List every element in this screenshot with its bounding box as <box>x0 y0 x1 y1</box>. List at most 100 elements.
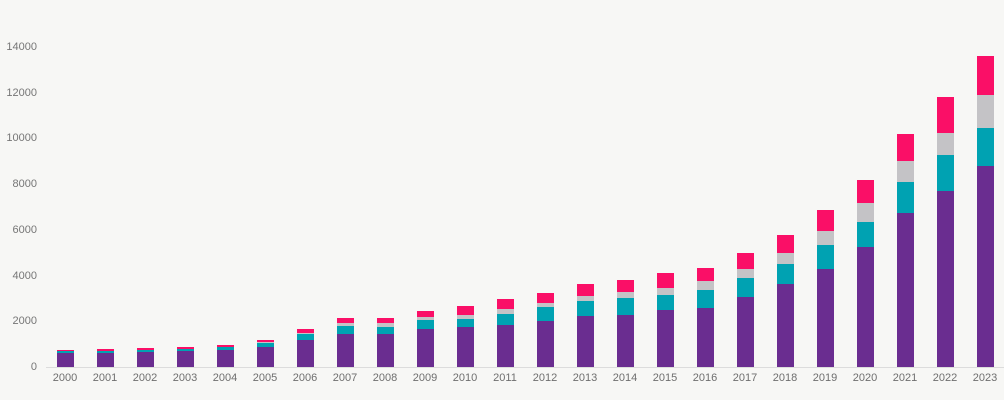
bar-2006-segment-gray <box>296 333 314 335</box>
bar-2010-segment-purple <box>456 327 474 367</box>
bar-2005-segment-teal <box>256 343 274 348</box>
bar-2023-segment-pink <box>976 55 994 96</box>
bar-2014-segment-purple <box>616 314 634 367</box>
y-axis-tick-label-2000: 2000 <box>12 315 37 328</box>
x-axis-tick-label-2010: 2010 <box>452 372 478 384</box>
bar-2002 <box>136 348 154 367</box>
bar-2001-segment-purple <box>96 352 114 367</box>
y-axis-tick-label-0: 0 <box>30 361 37 373</box>
bar-2007-segment-purple <box>336 333 354 367</box>
bar-2023-segment-teal <box>976 127 994 167</box>
x-axis-tick-label-2014: 2014 <box>612 372 638 384</box>
bar-2000-segment-gray <box>56 350 74 352</box>
x-axis-tick-label-2023: 2023 <box>972 372 998 384</box>
bar-2008-segment-gray <box>376 323 394 328</box>
y-axis-tick-label-14000: 14000 <box>6 41 37 53</box>
x-axis-tick-label-2003: 2003 <box>172 372 198 384</box>
plot-area <box>46 47 1004 368</box>
bar-2006 <box>296 329 314 367</box>
bar-2004-segment-gray <box>216 346 234 348</box>
bar-2016-segment-teal <box>696 290 714 309</box>
bar-2014-segment-pink <box>616 280 634 292</box>
y-axis-tick-label-8000: 8000 <box>12 178 37 191</box>
bar-2008 <box>376 317 394 367</box>
bar-2003-segment-pink <box>176 347 194 349</box>
bar-2019-segment-teal <box>816 245 834 269</box>
x-axis-tick-label-2004: 2004 <box>212 372 238 384</box>
bar-2019 <box>816 209 834 367</box>
bar-2014-segment-teal <box>616 297 634 315</box>
bar-2001-segment-gray <box>96 350 114 352</box>
bar-2005-segment-purple <box>256 347 274 367</box>
bar-2011 <box>496 299 514 367</box>
bar-2013 <box>576 283 594 367</box>
bar-2021-segment-teal <box>896 181 914 214</box>
bar-2021-segment-gray <box>896 161 914 182</box>
bar-2001-segment-pink <box>96 349 114 351</box>
bar-2016-segment-pink <box>696 267 714 282</box>
bar-2007 <box>336 317 354 367</box>
bar-2015-segment-teal <box>656 294 674 311</box>
x-axis-tick-label-2007: 2007 <box>332 372 358 384</box>
x-axis-tick-label-2008: 2008 <box>372 372 398 384</box>
x-axis-tick-label-2020: 2020 <box>852 372 878 384</box>
bar-2012-segment-pink <box>536 292 554 303</box>
bar-2016-segment-purple <box>696 308 714 367</box>
x-axis-tick-label-2001: 2001 <box>92 372 118 384</box>
x-axis-tick-label-2002: 2002 <box>132 372 158 384</box>
y-axis-tick-label-12000: 12000 <box>6 86 37 99</box>
bar-2013-segment-pink <box>576 283 594 296</box>
bar-2018-segment-gray <box>776 253 794 265</box>
bar-2012-segment-teal <box>536 307 554 321</box>
bar-2019-segment-pink <box>816 209 834 232</box>
bar-2009 <box>416 311 434 367</box>
bar-2003-segment-teal <box>176 349 194 352</box>
bar-2009-segment-teal <box>416 320 434 330</box>
x-axis-tick-label-2011: 2011 <box>493 372 517 384</box>
bar-2022-segment-gray <box>936 132 954 155</box>
bar-2003-segment-gray <box>176 348 194 350</box>
x-axis-tick-label-2012: 2012 <box>532 372 558 384</box>
bar-2004-segment-purple <box>216 350 234 367</box>
bar-2002-segment-teal <box>136 350 154 353</box>
bar-2001 <box>96 349 114 367</box>
x-axis-tick-label-2005: 2005 <box>252 372 278 384</box>
bar-2003-segment-purple <box>176 351 194 367</box>
bar-2000-segment-purple <box>56 352 74 367</box>
bar-2006-segment-pink <box>296 329 314 334</box>
bar-2020-segment-teal <box>856 222 874 247</box>
bar-2017-segment-gray <box>736 268 754 278</box>
bar-2014-segment-gray <box>616 291 634 298</box>
bar-2022 <box>936 96 954 367</box>
bar-2017-segment-purple <box>736 296 754 367</box>
bar-2004-segment-teal <box>216 347 234 351</box>
bar-2014 <box>616 280 634 367</box>
x-axis-tick-label-2017: 2017 <box>732 372 758 384</box>
bar-2002-segment-pink <box>136 348 154 350</box>
bar-2012 <box>536 292 554 367</box>
x-axis-tick-label-2021: 2021 <box>892 372 918 384</box>
bar-2000-segment-teal <box>56 351 74 353</box>
bar-2010 <box>456 306 474 367</box>
bar-2019-segment-purple <box>816 268 834 367</box>
bar-2020-segment-gray <box>856 203 874 223</box>
bar-2013-segment-teal <box>576 301 594 317</box>
x-axis-tick-label-2000: 2000 <box>52 372 78 384</box>
bar-2007-segment-pink <box>336 317 354 323</box>
x-axis-tick-label-2016: 2016 <box>692 372 718 384</box>
bar-2011-segment-gray <box>496 309 514 314</box>
bar-2020-segment-pink <box>856 180 874 204</box>
bar-2020-segment-purple <box>856 246 874 367</box>
bar-2005-segment-gray <box>256 342 274 344</box>
bar-2023 <box>976 55 994 367</box>
bar-2013-segment-gray <box>576 295 594 302</box>
bar-2023-segment-gray <box>976 95 994 128</box>
bar-2021-segment-pink <box>896 133 914 162</box>
bar-2007-segment-gray <box>336 322 354 326</box>
bar-2020 <box>856 180 874 367</box>
bar-2011-segment-purple <box>496 324 514 367</box>
bar-2006-segment-purple <box>296 339 314 367</box>
bar-2000-segment-pink <box>56 349 74 351</box>
bar-2022-segment-pink <box>936 96 954 133</box>
